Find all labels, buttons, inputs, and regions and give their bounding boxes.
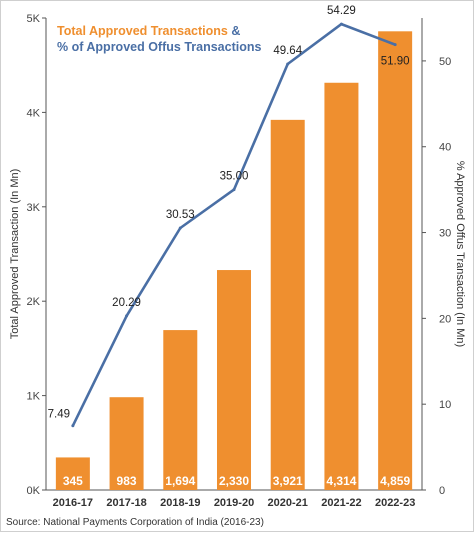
left-tick-label: 4K xyxy=(27,107,41,119)
line-point xyxy=(71,424,75,428)
bar-series xyxy=(55,31,413,491)
bar xyxy=(55,457,90,490)
line-value-label: 35.00 xyxy=(220,171,249,183)
right-tick-label: 30 xyxy=(439,228,451,240)
left-axis-title: Total Approved Transaction (In Mn) xyxy=(9,169,21,340)
left-tick-label: 5K xyxy=(27,13,41,25)
legend-line-series: % of Approved Offus Transactions xyxy=(57,40,261,54)
line-value-label: 20.29 xyxy=(112,297,141,309)
bar-value-label: 4,859 xyxy=(380,474,410,488)
x-tick-label: 2022-23 xyxy=(375,497,415,509)
x-tick-label: 2019-20 xyxy=(214,497,254,509)
bar-value-label: 4,314 xyxy=(326,474,356,488)
bar xyxy=(163,330,198,490)
bar xyxy=(109,397,144,490)
left-tick-label: 1K xyxy=(27,391,41,403)
data-labels: 345 983 1,694 2,330 3,921 4,314 4,859 7.49 20.29… xyxy=(48,5,411,488)
bar xyxy=(217,270,251,490)
line-point xyxy=(125,314,129,318)
right-tick-label: 50 xyxy=(439,56,451,68)
bar xyxy=(378,31,413,491)
right-tick-label: 10 xyxy=(439,399,451,411)
line-point xyxy=(178,226,182,230)
x-tick-label: 2017-18 xyxy=(106,497,146,509)
bar xyxy=(270,119,305,490)
line-point xyxy=(286,62,290,66)
right-tick-label: 0 xyxy=(439,485,445,497)
tick-labels: 0K 1K 2K 3K 4K 5K 0 10 20 30 40 50 2016-17 2017-18 201… xyxy=(27,13,452,509)
bar-value-label: 1,694 xyxy=(165,474,195,488)
legend-title: Total Approved Transactions & xyxy=(57,24,240,38)
x-tick-label: 2021-22 xyxy=(321,497,361,509)
line-value-label: 30.53 xyxy=(166,209,195,221)
bar-value-label: 345 xyxy=(63,474,83,488)
right-axis-title: % Approved Offus Transaction (In Mn) xyxy=(454,161,466,347)
line-point xyxy=(393,43,397,47)
x-tick-label: 2020-21 xyxy=(268,497,308,509)
source-note: Source: National Payments Corporation of… xyxy=(6,517,264,528)
line-value-label: 51.90 xyxy=(381,56,410,68)
left-tick-label: 2K xyxy=(27,296,41,308)
bar-value-label: 2,330 xyxy=(219,474,249,488)
x-tick-label: 2016-17 xyxy=(53,497,93,509)
line-point xyxy=(339,22,343,26)
legend-ampersand: & xyxy=(228,24,241,38)
line-value-label: 7.49 xyxy=(48,409,70,421)
line-point xyxy=(232,188,236,192)
line-series xyxy=(71,22,397,428)
line-value-label: 54.29 xyxy=(327,5,356,17)
legend-bar-series: Total Approved Transactions xyxy=(57,24,228,38)
bar-value-label: 983 xyxy=(117,474,137,488)
x-tick-label: 2018-19 xyxy=(160,497,200,509)
left-tick-label: 3K xyxy=(27,202,41,214)
right-tick-label: 40 xyxy=(439,142,451,154)
left-tick-label: 0K xyxy=(27,485,41,497)
bar xyxy=(324,82,359,491)
line-value-label: 49.64 xyxy=(273,45,302,57)
bar-value-label: 3,921 xyxy=(273,474,303,488)
right-tick-label: 20 xyxy=(439,313,451,325)
